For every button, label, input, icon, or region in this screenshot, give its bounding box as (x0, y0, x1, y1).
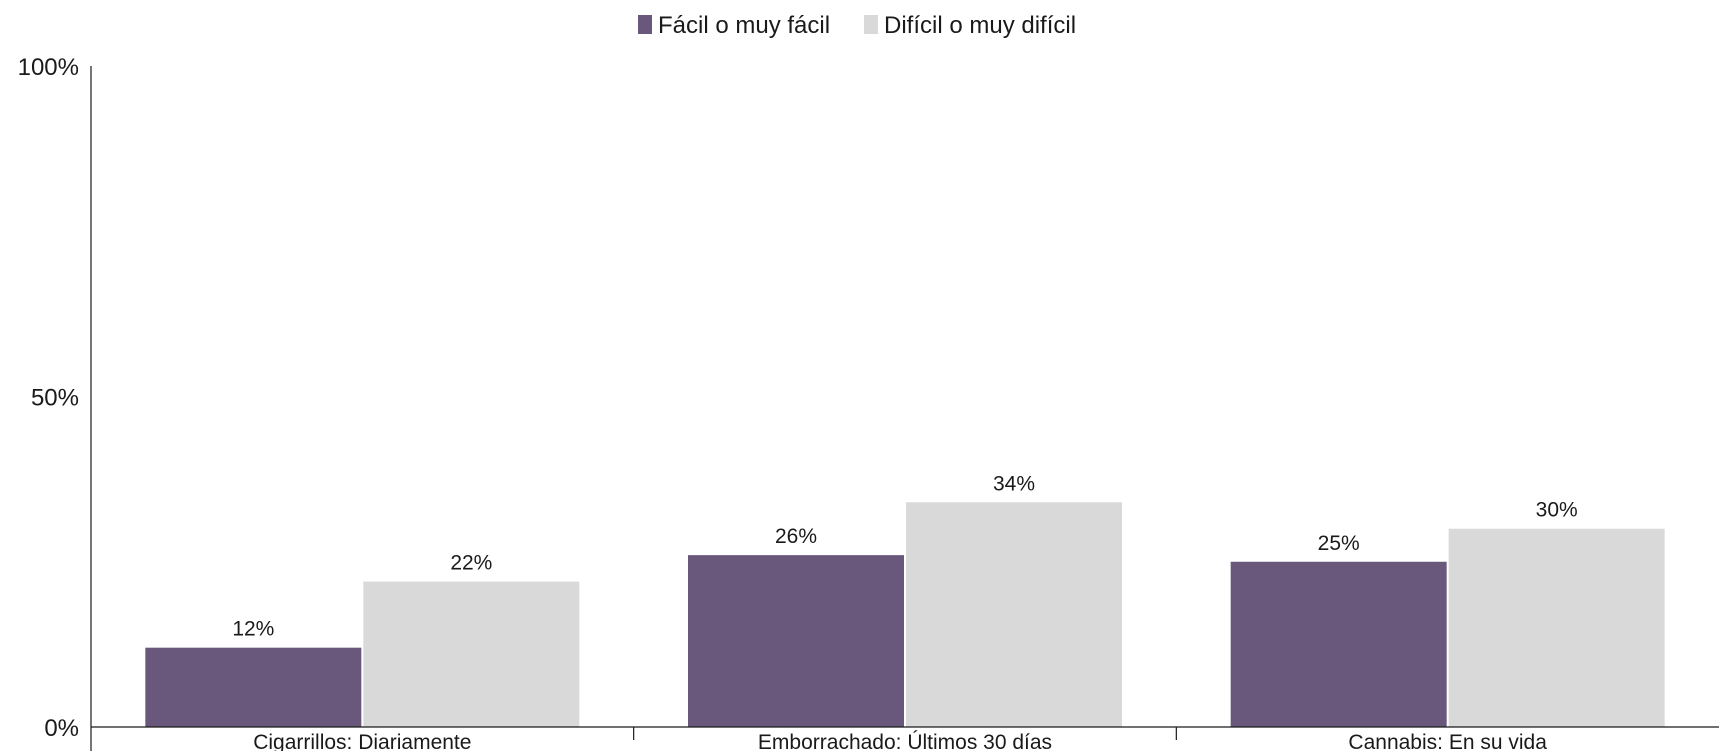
bar (1448, 528, 1665, 727)
y-tick-label: 0% (44, 715, 79, 742)
x-category-label: Emborrachado: Últimos 30 días (758, 731, 1052, 751)
bar-value-label: 34% (993, 472, 1035, 495)
bar (688, 555, 904, 727)
bars (145, 502, 1665, 727)
bar (1230, 561, 1447, 727)
bar (145, 647, 362, 727)
bar-value-label: 12% (232, 618, 274, 641)
legend-label-hard: Difícil o muy difícil (884, 12, 1076, 39)
legend: Fácil o muy fácil Difícil o muy difícil (638, 12, 1076, 39)
bar (363, 581, 580, 727)
bar-value-label: 26% (775, 525, 817, 548)
bar (906, 502, 1122, 727)
legend-swatch-hard (864, 15, 878, 34)
data-labels: 12% 22% 26% 34% 25% 30% (232, 472, 1577, 640)
legend-swatch-easy (638, 15, 652, 34)
y-axis: 0% 50% 100% (18, 54, 92, 751)
x-category-label: Cigarrillos: Diariamente (253, 731, 471, 751)
bar-value-label: 22% (450, 552, 492, 575)
y-tick-label: 100% (18, 54, 79, 81)
legend-label-easy: Fácil o muy fácil (658, 12, 830, 39)
y-tick-label: 50% (31, 385, 79, 412)
x-category-label: Cannabis: En su vida (1348, 731, 1547, 751)
bar-value-label: 30% (1536, 499, 1578, 522)
bar-value-label: 25% (1318, 532, 1360, 555)
x-axis: Cigarrillos: Diariamente Emborrachado: Úl… (91, 726, 1719, 751)
